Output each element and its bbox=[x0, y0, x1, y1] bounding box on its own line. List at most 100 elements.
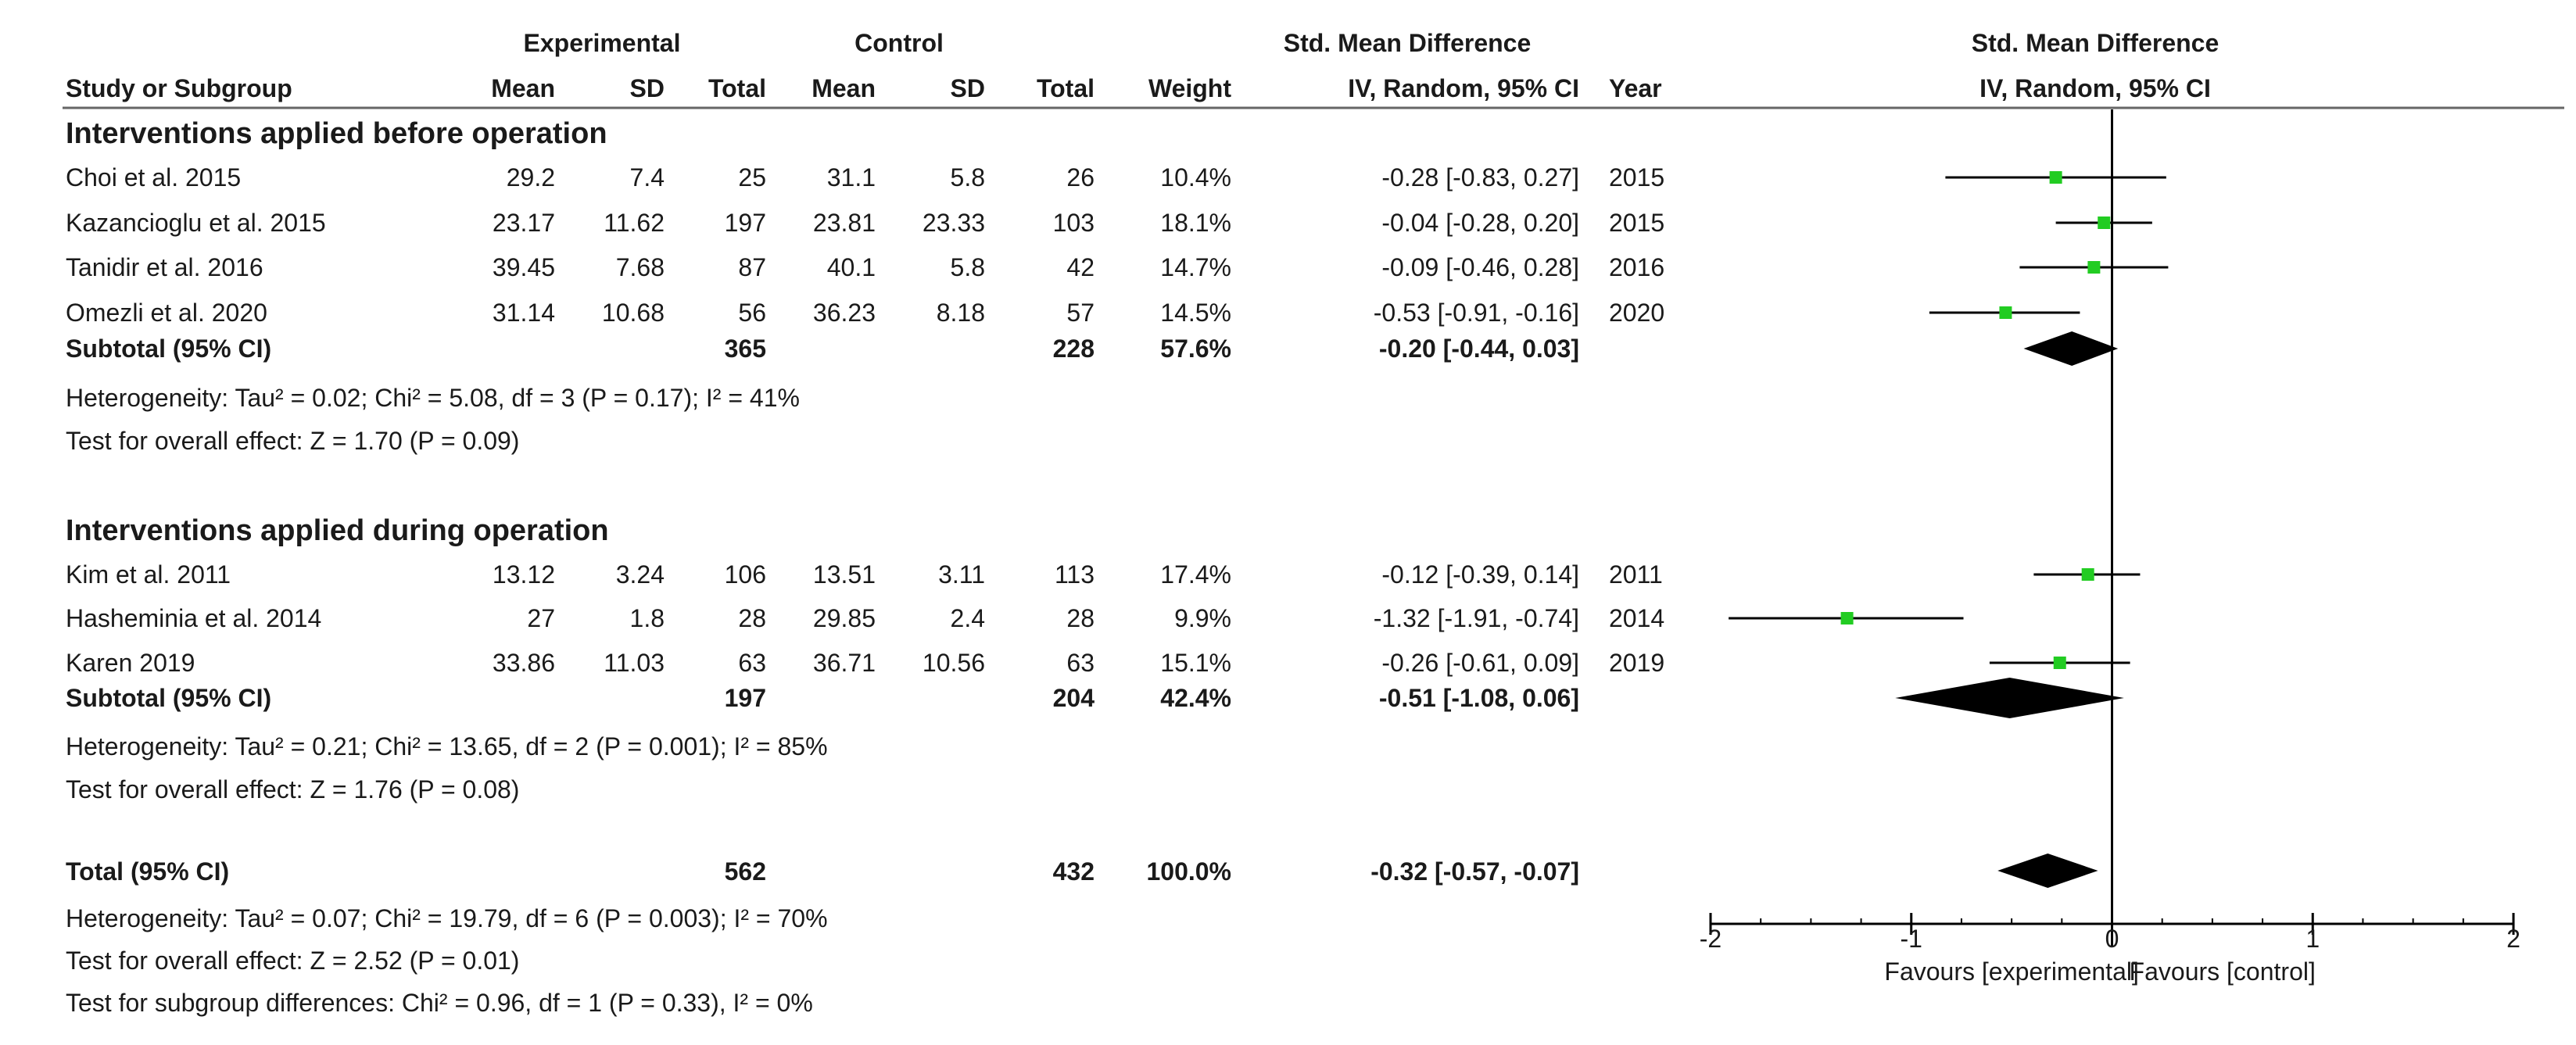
study-name: Kim et al. 2011 bbox=[66, 560, 231, 589]
effect-ci: -0.12 [-0.39, 0.14] bbox=[1381, 560, 1579, 589]
year: 2016 bbox=[1609, 253, 1665, 281]
favours-control-label: Favours [control] bbox=[2130, 957, 2316, 986]
ctrl-total: 103 bbox=[1052, 209, 1095, 237]
study-name: Hasheminia et al. 2014 bbox=[66, 604, 322, 632]
col-ctrl-mean: Mean bbox=[811, 74, 876, 102]
summary-diamond bbox=[2023, 331, 2119, 366]
year: 2011 bbox=[1609, 560, 1663, 589]
weight: 14.7% bbox=[1160, 253, 1231, 281]
total-overall-effect-text: Test for overall effect: Z = 2.52 (P = 0… bbox=[66, 947, 520, 975]
year: 2014 bbox=[1609, 604, 1665, 632]
subtotal-ci: -0.51 [-1.08, 0.06] bbox=[1378, 684, 1579, 712]
col-ctrl-total: Total bbox=[1036, 74, 1095, 102]
subtotal-exp-total: 197 bbox=[724, 684, 766, 712]
study-name: Omezli et al. 2020 bbox=[66, 299, 267, 327]
year: 2015 bbox=[1609, 209, 1665, 237]
effect-ci: -0.26 [-0.61, 0.09] bbox=[1381, 649, 1579, 677]
total-label: Total (95% CI) bbox=[66, 857, 230, 886]
ctrl-mean: 36.23 bbox=[812, 299, 876, 327]
control-group-header: Control bbox=[854, 29, 944, 57]
plot-subtitle: IV, Random, 95% CI bbox=[1979, 74, 2211, 102]
col-ci: IV, Random, 95% CI bbox=[1348, 74, 1579, 102]
col-exp-sd: SD bbox=[629, 74, 665, 102]
ctrl-total: 63 bbox=[1066, 649, 1095, 677]
effect-ci: -1.32 [-1.91, -0.74] bbox=[1373, 604, 1579, 632]
col-exp-total: Total bbox=[708, 74, 766, 102]
point-estimate-marker bbox=[2081, 568, 2094, 581]
summary-diamond bbox=[1895, 678, 2124, 718]
exp-total: 28 bbox=[738, 604, 766, 632]
plot-title: Std. Mean Difference bbox=[1971, 29, 2220, 57]
col-year: Year bbox=[1609, 74, 1662, 102]
subtotal-label: Subtotal (95% CI) bbox=[66, 684, 272, 712]
experimental-group-header: Experimental bbox=[523, 29, 681, 57]
point-estimate-marker bbox=[2049, 171, 2062, 184]
effect-ci: -0.28 [-0.83, 0.27] bbox=[1381, 163, 1579, 191]
ctrl-sd: 5.8 bbox=[950, 253, 985, 281]
effect-ci: -0.09 [-0.46, 0.28] bbox=[1381, 253, 1579, 281]
ctrl-sd: 10.56 bbox=[922, 649, 985, 677]
x-tick-label: 2 bbox=[2506, 925, 2520, 953]
x-tick-label: -1 bbox=[1901, 925, 1922, 953]
favours-experimental-label: Favours [experimental] bbox=[1884, 957, 2138, 986]
ctrl-sd: 2.4 bbox=[950, 604, 985, 632]
total-exp-total: 562 bbox=[724, 857, 766, 886]
study-name: Karen 2019 bbox=[66, 649, 195, 677]
ctrl-total: 113 bbox=[1054, 560, 1095, 589]
total-ci: -0.32 [-0.57, -0.07] bbox=[1370, 857, 1579, 886]
exp-sd: 10.68 bbox=[601, 299, 665, 327]
exp-sd: 1.8 bbox=[629, 604, 665, 632]
group-title-during: Interventions applied during operation bbox=[66, 514, 609, 547]
ctrl-sd: 8.18 bbox=[936, 299, 985, 327]
subtotal-exp-total: 365 bbox=[724, 335, 766, 363]
exp-sd: 7.68 bbox=[615, 253, 665, 281]
subtotal-weight: 42.4% bbox=[1160, 684, 1231, 712]
total-heterogeneity-text: Heterogeneity: Tau² = 0.07; Chi² = 19.79… bbox=[66, 904, 828, 932]
year: 2019 bbox=[1609, 649, 1665, 677]
subtotal-weight: 57.6% bbox=[1160, 335, 1231, 363]
effect-ci: -0.53 [-0.91, -0.16] bbox=[1373, 299, 1579, 327]
exp-total: 56 bbox=[738, 299, 766, 327]
smd-header: Std. Mean Difference bbox=[1283, 29, 1532, 57]
total-ctrl-total: 432 bbox=[1052, 857, 1095, 886]
study-name: Choi et al. 2015 bbox=[66, 163, 242, 191]
ctrl-sd: 3.11 bbox=[938, 560, 985, 589]
exp-sd: 3.24 bbox=[615, 560, 665, 589]
study-name: Tanidir et al. 2016 bbox=[66, 253, 263, 281]
weight: 9.9% bbox=[1174, 604, 1231, 632]
subtotal-ctrl-total: 228 bbox=[1052, 335, 1095, 363]
ctrl-total: 42 bbox=[1066, 253, 1095, 281]
overall-effect-text: Test for overall effect: Z = 1.76 (P = 0… bbox=[66, 775, 520, 803]
summary-diamond bbox=[1997, 854, 2098, 888]
exp-total: 25 bbox=[738, 163, 766, 191]
ctrl-sd: 5.8 bbox=[950, 163, 985, 191]
exp-total: 106 bbox=[724, 560, 766, 589]
point-estimate-marker bbox=[1840, 612, 1854, 624]
subtotal-ci: -0.20 [-0.44, 0.03] bbox=[1378, 335, 1579, 363]
x-tick-label: 0 bbox=[2105, 925, 2119, 953]
weight: 18.1% bbox=[1160, 209, 1231, 237]
weight: 17.4% bbox=[1160, 560, 1231, 589]
exp-total: 87 bbox=[738, 253, 766, 281]
weight: 14.5% bbox=[1160, 299, 1231, 327]
x-tick-label: 1 bbox=[2306, 925, 2320, 953]
exp-sd: 7.4 bbox=[629, 163, 665, 191]
ctrl-mean: 31.1 bbox=[826, 163, 876, 191]
ctrl-mean: 29.85 bbox=[812, 604, 876, 632]
exp-mean: 27 bbox=[527, 604, 555, 632]
col-weight: Weight bbox=[1148, 74, 1231, 102]
ctrl-total: 26 bbox=[1066, 163, 1095, 191]
year: 2015 bbox=[1609, 163, 1665, 191]
heterogeneity-text: Heterogeneity: Tau² = 0.21; Chi² = 13.65… bbox=[66, 732, 828, 760]
ctrl-mean: 13.51 bbox=[812, 560, 876, 589]
point-estimate-marker bbox=[2053, 657, 2066, 669]
ctrl-total: 28 bbox=[1066, 604, 1095, 632]
point-estimate-marker bbox=[2087, 261, 2101, 274]
exp-mean: 23.17 bbox=[492, 209, 555, 237]
group-title-before: Interventions applied before operation bbox=[66, 117, 607, 150]
point-estimate-marker bbox=[1999, 306, 2012, 319]
x-tick-label: -2 bbox=[1700, 925, 1722, 953]
ctrl-sd: 23.33 bbox=[922, 209, 985, 237]
effect-ci: -0.04 [-0.28, 0.20] bbox=[1381, 209, 1579, 237]
exp-sd: 11.03 bbox=[604, 649, 665, 677]
